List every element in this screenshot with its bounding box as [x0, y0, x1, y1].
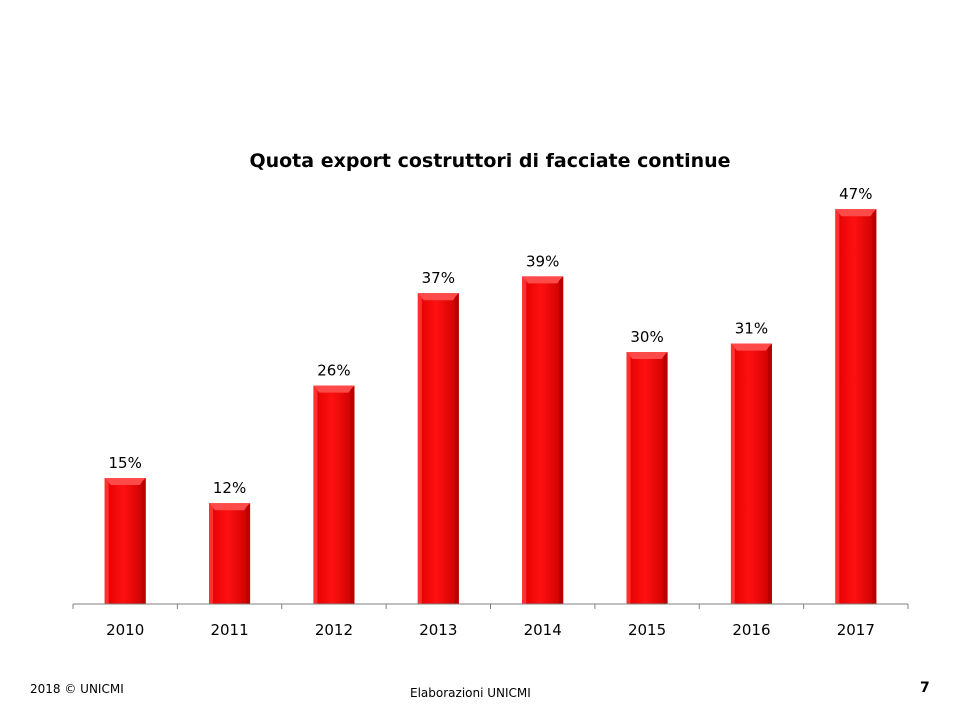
bars-layer	[104, 209, 877, 604]
tick-label-2016: 2016	[732, 621, 770, 639]
bar-bevel-top	[209, 503, 251, 511]
bar-bevel-top	[104, 478, 146, 485]
tick-label-2017: 2017	[837, 621, 875, 639]
bar-bevel-top	[730, 343, 772, 351]
bar-2014	[522, 276, 564, 604]
data-label-2015: 30%	[630, 328, 663, 346]
bar-2011	[209, 503, 251, 604]
data-label-2010: 15%	[109, 454, 142, 472]
value-labels-layer: 15% 12% 26% 37% 39% 30% 31% 47%	[109, 185, 873, 497]
bar-body	[730, 343, 772, 604]
page-number: 7	[920, 680, 930, 696]
bar-bevel-right	[350, 385, 355, 604]
bar-2016	[730, 343, 772, 604]
bar-bevel-right	[767, 343, 772, 604]
bar-bevel-top	[835, 209, 877, 217]
tick-label-2010: 2010	[106, 621, 144, 639]
bar-bevel-left	[730, 343, 735, 604]
bar-body	[835, 209, 877, 604]
bar-bevel-left	[313, 385, 318, 604]
bar-bevel-top	[313, 385, 355, 393]
bar-body	[626, 352, 668, 604]
bar-bevel-left	[626, 352, 631, 604]
tick-label-2012: 2012	[315, 621, 353, 639]
bar-bevel-right	[141, 478, 146, 604]
bar-bevel-top	[417, 293, 459, 301]
bar-bevel-left	[417, 293, 422, 604]
data-label-2014: 39%	[526, 252, 559, 270]
bar-bevel-left	[522, 276, 527, 604]
bar-2013	[417, 293, 459, 604]
bar-bevel-right	[246, 503, 251, 604]
data-label-2013: 37%	[422, 269, 455, 287]
source-text: Elaborazioni UNICMI	[410, 686, 531, 700]
bar-body	[209, 503, 251, 604]
tick-label-2011: 2011	[210, 621, 248, 639]
x-axis: 2010 2011 2012 2013 2014 2015 2016 2017	[72, 603, 909, 639]
bar-bevel-left	[835, 209, 840, 604]
data-label-2017: 47%	[839, 185, 872, 203]
bar-bevel-top	[522, 276, 564, 284]
bar-bevel-left	[104, 478, 109, 604]
bar-2012	[313, 385, 355, 604]
bar-bevel-right	[663, 352, 668, 604]
copyright-text: 2018 © UNICMI	[30, 682, 124, 696]
data-label-2011: 12%	[213, 479, 246, 497]
tick-label-2015: 2015	[628, 621, 666, 639]
bar-body	[522, 276, 564, 604]
bar-body	[313, 385, 355, 604]
data-label-2016: 31%	[735, 320, 768, 338]
bar-bevel-left	[209, 503, 214, 604]
chart-title: Quota export costruttori di facciate con…	[249, 150, 731, 172]
bar-body	[417, 293, 459, 604]
bar-body	[104, 478, 146, 604]
bar-bevel-right	[559, 276, 564, 604]
bar-2010	[104, 478, 146, 604]
bar-bevel-top	[626, 352, 668, 359]
bar-bevel-right	[872, 209, 877, 604]
tick-label-2013: 2013	[419, 621, 457, 639]
bar-2017	[835, 209, 877, 604]
bar-2015	[626, 352, 668, 604]
data-label-2012: 26%	[317, 362, 350, 380]
bar-bevel-right	[454, 293, 459, 604]
tick-label-2014: 2014	[524, 621, 562, 639]
